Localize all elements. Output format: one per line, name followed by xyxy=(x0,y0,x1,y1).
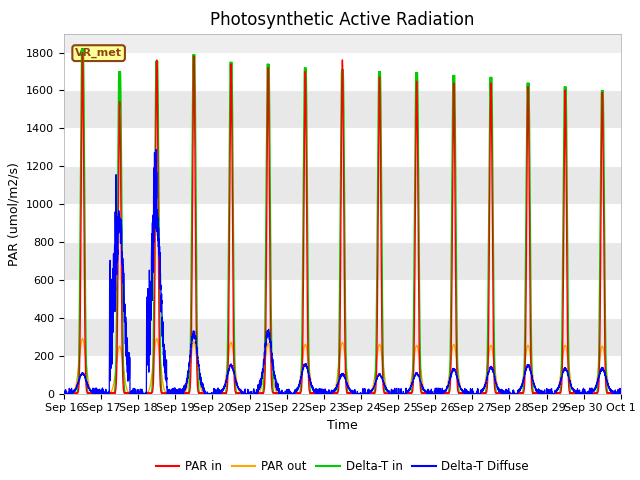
Y-axis label: PAR (umol/m2/s): PAR (umol/m2/s) xyxy=(8,162,20,265)
X-axis label: Time: Time xyxy=(327,419,358,432)
Bar xyxy=(64,128,621,166)
Text: VR_met: VR_met xyxy=(75,48,122,58)
Bar xyxy=(64,242,621,280)
Bar xyxy=(64,280,621,318)
Legend: PAR in, PAR out, Delta-T in, Delta-T Diffuse: PAR in, PAR out, Delta-T in, Delta-T Dif… xyxy=(151,455,534,478)
Bar xyxy=(64,318,621,356)
Bar xyxy=(64,204,621,242)
Bar xyxy=(64,52,621,90)
Bar xyxy=(64,356,621,394)
Bar xyxy=(64,166,621,204)
Bar xyxy=(64,90,621,128)
Title: Photosynthetic Active Radiation: Photosynthetic Active Radiation xyxy=(210,11,475,29)
